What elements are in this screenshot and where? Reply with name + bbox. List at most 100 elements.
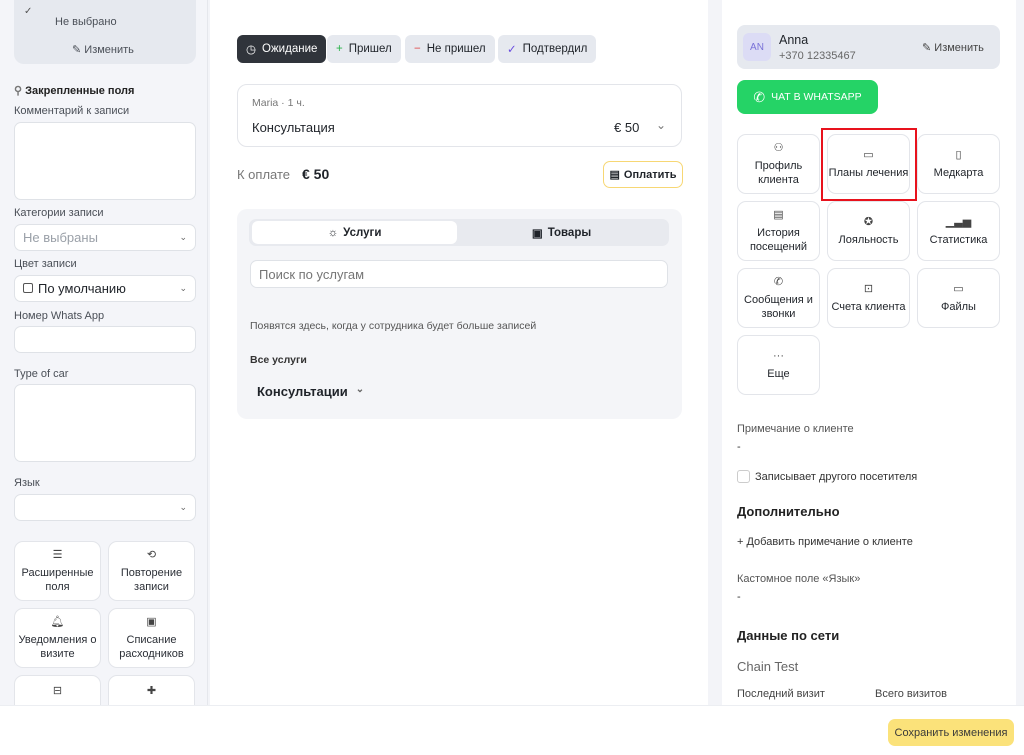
other-visitor-checkbox[interactable]: Записывает другого посетителя [737, 470, 917, 483]
tile-jar[interactable]: ⊟ [14, 675, 101, 705]
tile-notifications[interactable]: 🔔︎ Уведомления о визите [14, 608, 101, 668]
categories-label: Категории записи [14, 207, 104, 219]
color-select[interactable]: По умолчанию ⌄ [14, 275, 196, 302]
hint-text: Появятся здесь, когда у сотрудника будет… [250, 320, 537, 332]
bottom-bar: Сохранить изменения [0, 705, 1024, 755]
tabs: ☼ Услуги ▣ Товары [249, 219, 669, 246]
note-label: Примечание о клиенте [737, 423, 854, 435]
tile-messages-calls[interactable]: ✆ Сообщения и звонки [737, 268, 820, 328]
cross-icon: ✚ [146, 685, 157, 697]
check-icon: ✓ [507, 44, 517, 56]
tab-services[interactable]: ☼ Услуги [252, 221, 457, 244]
chevron-down-icon: ⌄ [355, 384, 365, 395]
left-panel: ✓ Не выбрано ✎ Изменить ⚲ Закрепленные п… [0, 0, 208, 705]
checkbox[interactable] [737, 470, 750, 483]
status-confirmed[interactable]: ✓ Подтвердил [498, 35, 597, 63]
employee-card: ✓ Не выбрано ✎ Изменить [14, 0, 196, 64]
repeat-icon: ⟲ [146, 549, 157, 561]
color-value: По умолчанию [23, 281, 126, 296]
all-services-label: Все услуги [250, 354, 307, 366]
pinned-title: ⚲ Закрепленные поля [14, 85, 135, 97]
custom-field-value: - [737, 591, 741, 603]
chevron-down-icon[interactable]: ⌄ [656, 118, 667, 132]
service-name: Консультация [252, 120, 335, 135]
service-search-input[interactable] [250, 260, 668, 288]
tile-more[interactable]: ··· Еще [737, 335, 820, 395]
chevron-down-icon: ⌄ [179, 283, 187, 293]
tile-extended-fields[interactable]: ☰ Расширенные поля [14, 541, 101, 601]
tile-files[interactable]: ▭ Файлы [917, 268, 1000, 328]
edit-button[interactable]: ✎ Изменить [72, 44, 134, 56]
client-card: AN Anna +370 12335467 ✎ Изменить [737, 25, 1000, 69]
to-pay-label: К оплате [237, 167, 291, 182]
status-no-show[interactable]: − Не пришел [405, 35, 495, 63]
clock-icon: ◷ [246, 44, 257, 56]
color-swatch [23, 283, 33, 293]
whatsapp-label: Номер Whats App [14, 310, 105, 322]
lang-select[interactable]: ⌄ [14, 494, 196, 521]
status-arrived[interactable]: + Пришел [327, 35, 401, 63]
chart-icon: ▁▃▅ [945, 216, 972, 228]
whatsapp-chat-button[interactable]: ✆ ЧАТ В WHATSAPP [737, 80, 878, 114]
more-icon: ··· [773, 350, 784, 362]
comment-input[interactable] [14, 122, 196, 200]
save-button[interactable]: Сохранить изменения [888, 719, 1014, 746]
tile-consumables[interactable]: ▣ Списание расходников [108, 608, 195, 668]
folder-open-icon: ▭ [953, 283, 964, 295]
box-icon: ▣ [531, 227, 543, 240]
card-icon: ▤ [609, 169, 620, 181]
tile-loyalty[interactable]: ✪ Лояльность [827, 201, 910, 261]
plus-icon: + [336, 43, 343, 55]
avatar: AN [743, 33, 771, 61]
employee-value: Не выбрано [55, 16, 117, 28]
color-label: Цвет записи [14, 258, 77, 270]
chat-phone-icon: ✆ [773, 276, 784, 288]
categories-select[interactable]: Не выбраны ⌄ [14, 224, 196, 251]
tab-goods[interactable]: ▣ Товары [531, 226, 592, 240]
client-name: Anna [779, 33, 809, 47]
sun-icon: ☼ [327, 226, 339, 239]
box-icon: ▣ [146, 616, 157, 628]
tile-visit-history[interactable]: ▤ История посещений [737, 201, 820, 261]
client-panel: AN Anna +370 12335467 ✎ Изменить ✆ ЧАТ В … [722, 0, 1016, 705]
plus-icon: + [737, 536, 747, 548]
to-pay-value: € 50 [302, 166, 330, 182]
client-edit-button[interactable]: ✎ Изменить [922, 42, 984, 54]
chain-name: Chain Test [737, 659, 799, 674]
car-label: Type of car [14, 368, 69, 380]
note-value: - [737, 441, 741, 453]
whatsapp-input[interactable] [14, 326, 196, 353]
check-icon: ✓ [24, 6, 33, 17]
tile-repeat[interactable]: ⟲ Повторение записи [108, 541, 195, 601]
pay-button[interactable]: ▤ Оплатить [603, 161, 683, 188]
tile-statistics[interactable]: ▁▃▅ Статистика [917, 201, 1000, 261]
tile-client-profile[interactable]: ⚇ Профиль клиента [737, 134, 820, 194]
tile-treatment-plans[interactable]: ▭ Планы лечения [827, 134, 910, 194]
car-input[interactable] [14, 384, 196, 462]
add-note-button[interactable]: + Добавить примечание о клиенте [737, 536, 913, 548]
status-waiting[interactable]: ◷ Ожидание [237, 35, 327, 63]
service-price: € 50 [614, 120, 640, 135]
category-consultations[interactable]: Консультации ⌄ [257, 384, 365, 399]
last-visit-label: Последний визит [737, 688, 825, 700]
chevron-down-icon: ⌄ [179, 502, 187, 512]
tile-client-invoices[interactable]: ⊡ Счета клиента [827, 268, 910, 328]
network-title: Данные по сети [737, 628, 840, 643]
whatsapp-icon: ✆ [753, 88, 766, 105]
pin-icon: ⚲ [14, 85, 26, 97]
medcard-icon: ▯ [955, 149, 962, 161]
discount-icon: ✪ [863, 216, 874, 228]
pencil-icon: ✎ [922, 42, 935, 54]
tile-medcard[interactable]: ▯ Медкарта [917, 134, 1000, 194]
comment-label: Комментарий к записи [14, 105, 130, 117]
lang-label: Язык [14, 477, 40, 489]
service-card[interactable]: Maria · 1 ч. Консультация € 50 ⌄ [237, 84, 682, 147]
service-meta: Maria · 1 ч. [252, 97, 305, 109]
additional-title: Дополнительно [737, 504, 840, 519]
tile-cross[interactable]: ✚ [108, 675, 195, 705]
total-visits-label: Всего визитов [875, 688, 947, 700]
services-box: ☼Услуги ▣Товары Появятся здесь, когда у … [237, 209, 682, 419]
categories-value: Не выбраны [23, 230, 98, 245]
custom-field-label: Кастомное поле «Язык» [737, 573, 861, 585]
list-icon: ☰ [52, 549, 63, 561]
